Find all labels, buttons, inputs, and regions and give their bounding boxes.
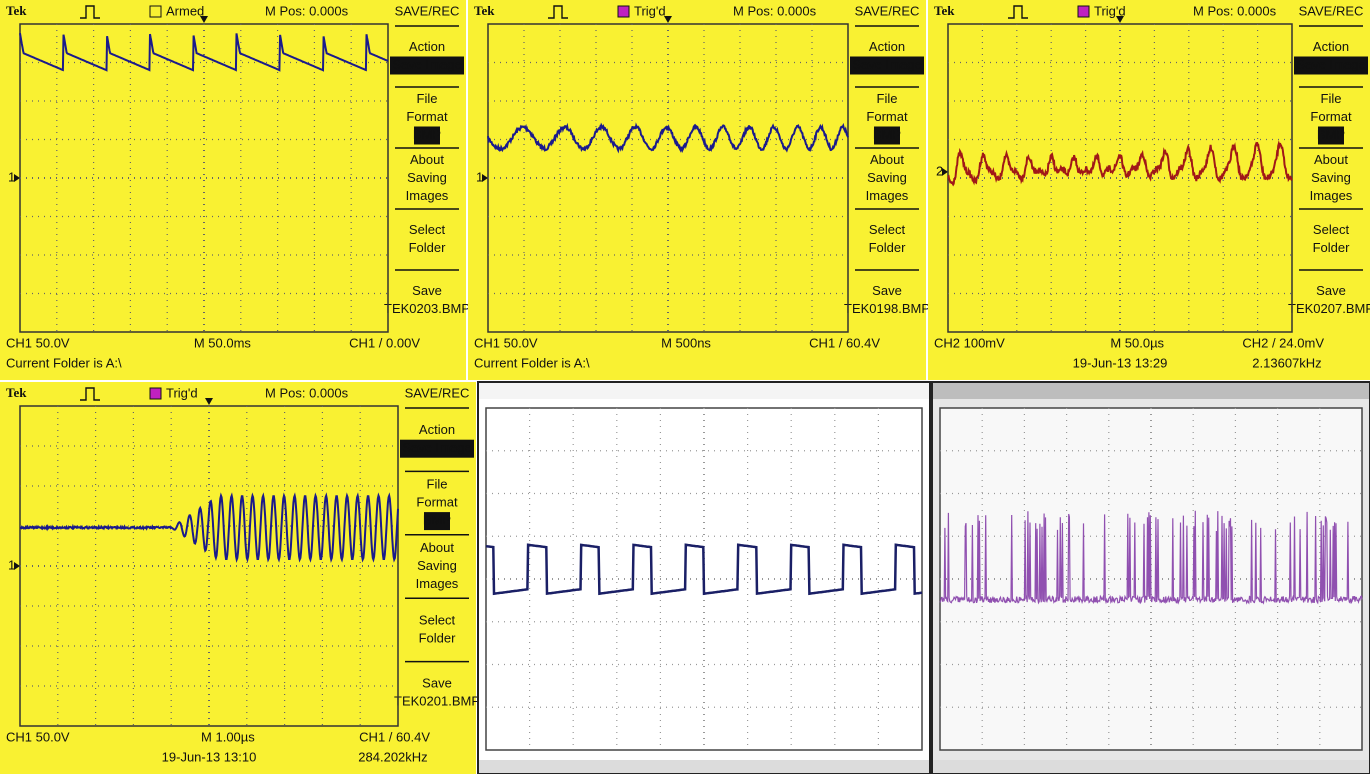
trigger-status: Armed [166, 3, 204, 18]
menu-item: About [410, 152, 444, 167]
menu-item: Images [406, 188, 449, 203]
status-readout: Current Folder is A:\ [474, 355, 590, 370]
menu-item: TEK0203.BMP [384, 301, 470, 316]
menu-item: About [420, 540, 454, 555]
menu-item: Save Image [402, 440, 471, 455]
menu-item: File [417, 91, 438, 106]
status-readout: M 50.0µs [1110, 335, 1164, 350]
brand: Tek [474, 3, 495, 18]
horizontal-position: M Pos: 0.000s [265, 385, 349, 400]
status-readout: CH1 / 0.00V [349, 335, 420, 350]
capture-footer [479, 760, 929, 773]
menu-item: BMP [873, 127, 901, 142]
status-readout: 284.202kHz [358, 749, 427, 764]
menu-item: File [877, 91, 898, 106]
menu-item: Images [1310, 188, 1353, 203]
menu-item: Folder [869, 240, 907, 255]
brand: Tek [934, 3, 955, 18]
menu-item: Images [416, 576, 459, 591]
menu-item: Folder [1313, 240, 1351, 255]
menu-title: SAVE/REC [855, 3, 920, 18]
horizontal-position: M Pos: 0.000s [733, 3, 817, 18]
menu-item: About [870, 152, 904, 167]
menu-item: Save [412, 283, 442, 298]
menu-item: Action [419, 422, 455, 437]
menu-item: Save Image [1296, 57, 1365, 72]
brand: Tek [6, 3, 27, 18]
menu-item: Action [1313, 39, 1349, 54]
menu-item: Select [419, 612, 456, 627]
menu-item: BMP [1317, 127, 1345, 142]
menu-item: Action [869, 39, 905, 54]
status-readout: CH2 100mV [934, 335, 1005, 350]
menu-item: Select [869, 222, 906, 237]
status-readout: 19-Jun-13 13:29 [1073, 355, 1168, 370]
menu-item: TEK0201.BMP [394, 694, 480, 709]
status-icon [618, 6, 629, 17]
menu-title: SAVE/REC [395, 3, 460, 18]
status-readout: CH1 50.0V [6, 335, 70, 350]
status-readout: CH1 / 60.4V [359, 729, 430, 744]
menu-item: File [1321, 91, 1342, 106]
brand: Tek [6, 385, 27, 400]
menu-item: Save [422, 676, 452, 691]
menu-item: Saving [417, 558, 457, 573]
menu-item: Images [866, 188, 909, 203]
status-readout: Current Folder is A:\ [6, 355, 122, 370]
menu-item: Saving [1311, 170, 1351, 185]
capture-footer [933, 760, 1369, 773]
menu-title: SAVE/REC [405, 385, 470, 400]
status-readout: M 1.00µs [201, 729, 255, 744]
horizontal-position: M Pos: 0.000s [265, 3, 349, 18]
status-readout: M 50.0ms [194, 335, 252, 350]
status-readout: CH1 50.0V [6, 729, 70, 744]
menu-item: Format [1310, 109, 1352, 124]
menu-item: BMP [413, 127, 441, 142]
capture-header [479, 383, 929, 399]
menu-item: Save [1316, 283, 1346, 298]
status-readout: CH1 / 60.4V [809, 335, 880, 350]
status-icon [1078, 6, 1089, 17]
menu-item: Save Image [392, 57, 461, 72]
menu-item: BMP [423, 513, 451, 528]
scope-collage: TekArmedM Pos: 0.000s1SAVE/RECActionSave… [0, 0, 1370, 774]
menu-item: TEK0198.BMP [844, 301, 930, 316]
menu-item: Saving [407, 170, 447, 185]
status-readout: 19-Jun-13 13:10 [162, 749, 257, 764]
status-readout: M 500ns [661, 335, 711, 350]
menu-item: TEK0207.BMP [1288, 301, 1370, 316]
menu-item: File [427, 477, 448, 492]
menu-item: Save Image [852, 57, 921, 72]
menu-item: Select [1313, 222, 1350, 237]
status-readout: CH1 50.0V [474, 335, 538, 350]
status-readout: CH2 / 24.0mV [1242, 335, 1324, 350]
menu-item: Folder [419, 630, 457, 645]
menu-item: Save [872, 283, 902, 298]
status-readout: 2.13607kHz [1252, 355, 1321, 370]
menu-item: Format [866, 109, 908, 124]
trigger-status: Trig'd [634, 3, 666, 18]
capture-header [933, 383, 1369, 399]
trigger-status: Trig'd [166, 385, 198, 400]
menu-title: SAVE/REC [1299, 3, 1364, 18]
status-icon [150, 388, 161, 399]
menu-item: Select [409, 222, 446, 237]
horizontal-position: M Pos: 0.000s [1193, 3, 1277, 18]
menu-item: About [1314, 152, 1348, 167]
menu-item: Saving [867, 170, 907, 185]
menu-item: Format [416, 495, 458, 510]
menu-item: Action [409, 39, 445, 54]
menu-item: Folder [409, 240, 447, 255]
menu-item: Format [406, 109, 448, 124]
